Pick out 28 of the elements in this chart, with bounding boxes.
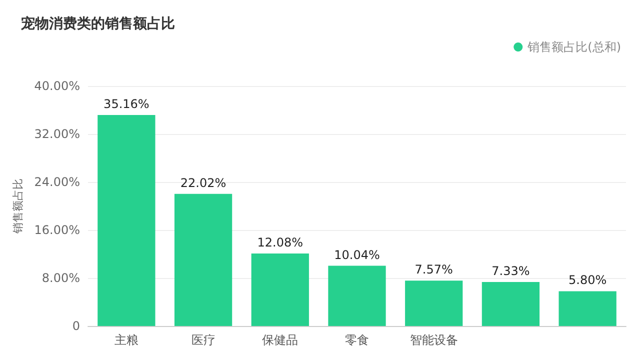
data-label: 10.04% xyxy=(334,248,380,262)
chart-title: 宠物消费类的销售额占比 xyxy=(20,15,175,32)
y-axis-title: 销售额占比 xyxy=(11,178,24,234)
data-label: 7.33% xyxy=(492,264,530,278)
x-tick-label: 智能设备 xyxy=(410,333,458,347)
data-label: 5.80% xyxy=(568,273,607,288)
data-label: 35.16% xyxy=(104,97,150,112)
bar xyxy=(251,254,309,326)
y-tick-label: 0 xyxy=(72,319,80,333)
bar xyxy=(328,266,386,326)
y-tick-label: 24.00% xyxy=(34,175,80,189)
x-tick-label: 主粮 xyxy=(114,333,138,347)
bar xyxy=(174,194,232,326)
y-tick-label: 16.00% xyxy=(34,223,80,237)
data-label: 22.02% xyxy=(180,176,226,190)
bar xyxy=(405,280,463,326)
y-tick-label: 32.00% xyxy=(34,127,80,141)
x-tick-label: 保健品 xyxy=(262,333,298,347)
x-tick-label: 医疗 xyxy=(191,333,216,347)
y-tick-label: 8.00% xyxy=(42,271,80,285)
y-tick-label: 40.00% xyxy=(34,79,80,93)
bar xyxy=(558,291,616,326)
data-label: 12.08% xyxy=(257,236,304,250)
data-label: 7.57% xyxy=(414,262,453,277)
bar xyxy=(98,115,156,326)
bar xyxy=(482,282,540,326)
legend-label: 销售额占比(总和) xyxy=(526,40,622,54)
x-tick-label: 零食 xyxy=(345,333,369,347)
